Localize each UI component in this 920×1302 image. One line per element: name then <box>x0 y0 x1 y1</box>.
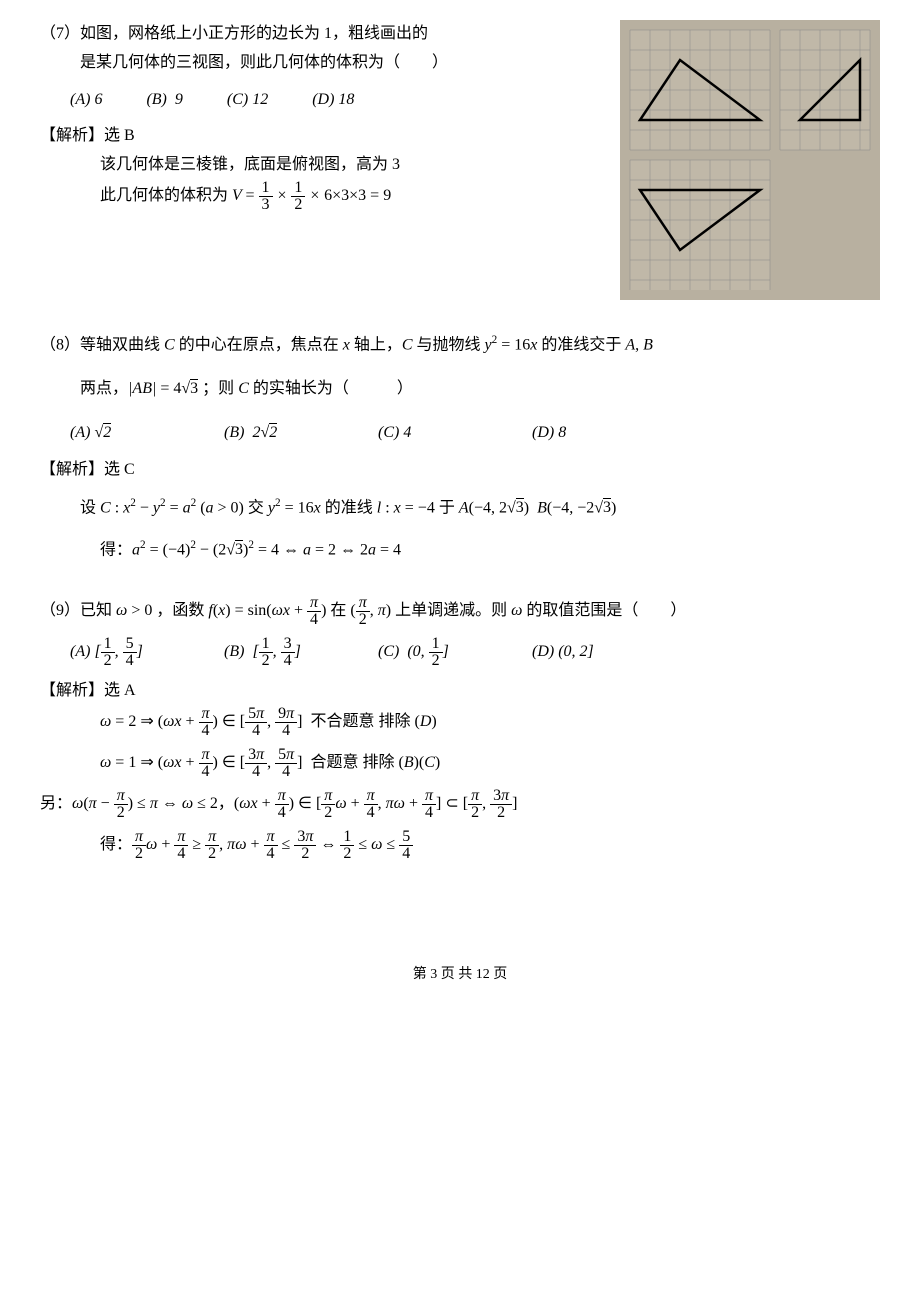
q8-choices: (A) √2 (B) 2√2 (C) 4 (D) 8 <box>70 419 880 448</box>
question-8: （8）等轴双曲线 C 的中心在原点，焦点在 x 轴上，C 与抛物线 y2 = 1… <box>40 330 880 565</box>
q7-choice-b: (B) 9 <box>146 86 182 115</box>
q8-choice-b: (B) 2√2 <box>224 419 374 448</box>
side-view-grid <box>780 30 870 150</box>
three-view-figure <box>620 20 880 300</box>
q8-choice-d: (D) 8 <box>532 419 682 448</box>
q9-solution-label: 【解析】选 A <box>40 677 880 706</box>
q7-text: （7）如图，网格纸上小正方形的边长为 1，粗线画出的 是某几何体的三视图，则此几… <box>40 20 610 213</box>
q7-sol-prefix: 此几何体的体积为 <box>100 187 232 204</box>
q8-solution-label: 【解析】选 C <box>40 456 880 485</box>
q7-solution-label: 【解析】选 B <box>40 122 610 151</box>
q7-solution-line1: 该几何体是三棱锥，底面是俯视图，高为 3 <box>100 151 610 180</box>
q9-choice-a: (A) [12, 54] <box>70 636 220 669</box>
q9-alt-line1: 另：ω(π − π2) ≤ π ⇔ ω ≤ 2，(ωx + π4) ∈ [π2ω… <box>40 788 880 821</box>
q7-number: （7） <box>40 25 80 42</box>
q8-solution-line2: 得：a2 = (−4)2 − (2√3)2 = 4 ⇔ a = 2 ⇔ 2a =… <box>100 535 880 565</box>
q9-choices: (A) [12, 54] (B) [12, 34] (C) (0, 12] (D… <box>70 636 880 669</box>
question-9: （9）已知 ω > 0 ，函数 f(x) = sin(ωx + π4) 在 (π… <box>40 595 880 862</box>
q7-stem-line1: （7）如图，网格纸上小正方形的边长为 1，粗线画出的 <box>40 20 610 49</box>
q8-solution-line1: 设 C : x2 − y2 = a2 (a > 0) 交 y2 = 16x 的准… <box>80 493 880 523</box>
q7-choice-c: (C) 12 <box>227 86 268 115</box>
q7-line1-text: 如图，网格纸上小正方形的边长为 1，粗线画出的 <box>80 25 428 42</box>
q9-stem: （9）已知 ω > 0 ，函数 f(x) = sin(ωx + π4) 在 (π… <box>40 595 880 628</box>
q9-choice-c: (C) (0, 12] <box>378 636 528 669</box>
q7-solution-line2: 此几何体的体积为 V = 13 × 12 × 6×3×3 = 9 <box>100 180 610 213</box>
q9-alt-label: 另： <box>40 795 72 812</box>
page-footer: 第 3 页 共 12 页 <box>40 962 880 987</box>
q8-choice-a: (A) √2 <box>70 419 220 448</box>
q9-number: （9） <box>40 602 80 619</box>
q7-choice-d: (D) 18 <box>312 86 354 115</box>
q7-container: （7）如图，网格纸上小正方形的边长为 1，粗线画出的 是某几何体的三视图，则此几… <box>40 20 880 300</box>
q9-choice-d: (D) (0, 2] <box>532 638 682 667</box>
top-view-grid <box>630 160 770 290</box>
q9-alt-line2: 得：π2ω + π4 ≥ π2, πω + π4 ≤ 3π2 ⇔ 12 ≤ ω … <box>100 829 880 862</box>
q9-choice-b: (B) [12, 34] <box>224 636 374 669</box>
q8-choice-c: (C) 4 <box>378 419 528 448</box>
q9-solution-line2: ω = 1 ⇒ (ωx + π4) ∈ [3π4, 5π4] 合题意 排除 (B… <box>100 747 880 780</box>
q7-volume-formula: V = 13 × 12 × 6×3×3 = 9 <box>232 187 391 204</box>
q8-stem-line2: 两点，|AB| = 4√3 ；则 C 的实轴长为（ ） <box>80 375 880 404</box>
front-view-grid <box>630 30 770 150</box>
q9-solution-line1: ω = 2 ⇒ (ωx + π4) ∈ [5π4, 9π4] 不合题意 排除 (… <box>100 706 880 739</box>
q8-number: （8） <box>40 336 80 353</box>
q7-stem-line2: 是某几何体的三视图，则此几何体的体积为（ ） <box>80 49 610 78</box>
q7-choice-a: (A) 6 <box>70 86 102 115</box>
question-7: （7）如图，网格纸上小正方形的边长为 1，粗线画出的 是某几何体的三视图，则此几… <box>40 20 880 300</box>
q8-stem-line1: （8）等轴双曲线 C 的中心在原点，焦点在 x 轴上，C 与抛物线 y2 = 1… <box>40 330 880 360</box>
q7-choices: (A) 6 (B) 9 (C) 12 (D) 18 <box>70 86 610 115</box>
